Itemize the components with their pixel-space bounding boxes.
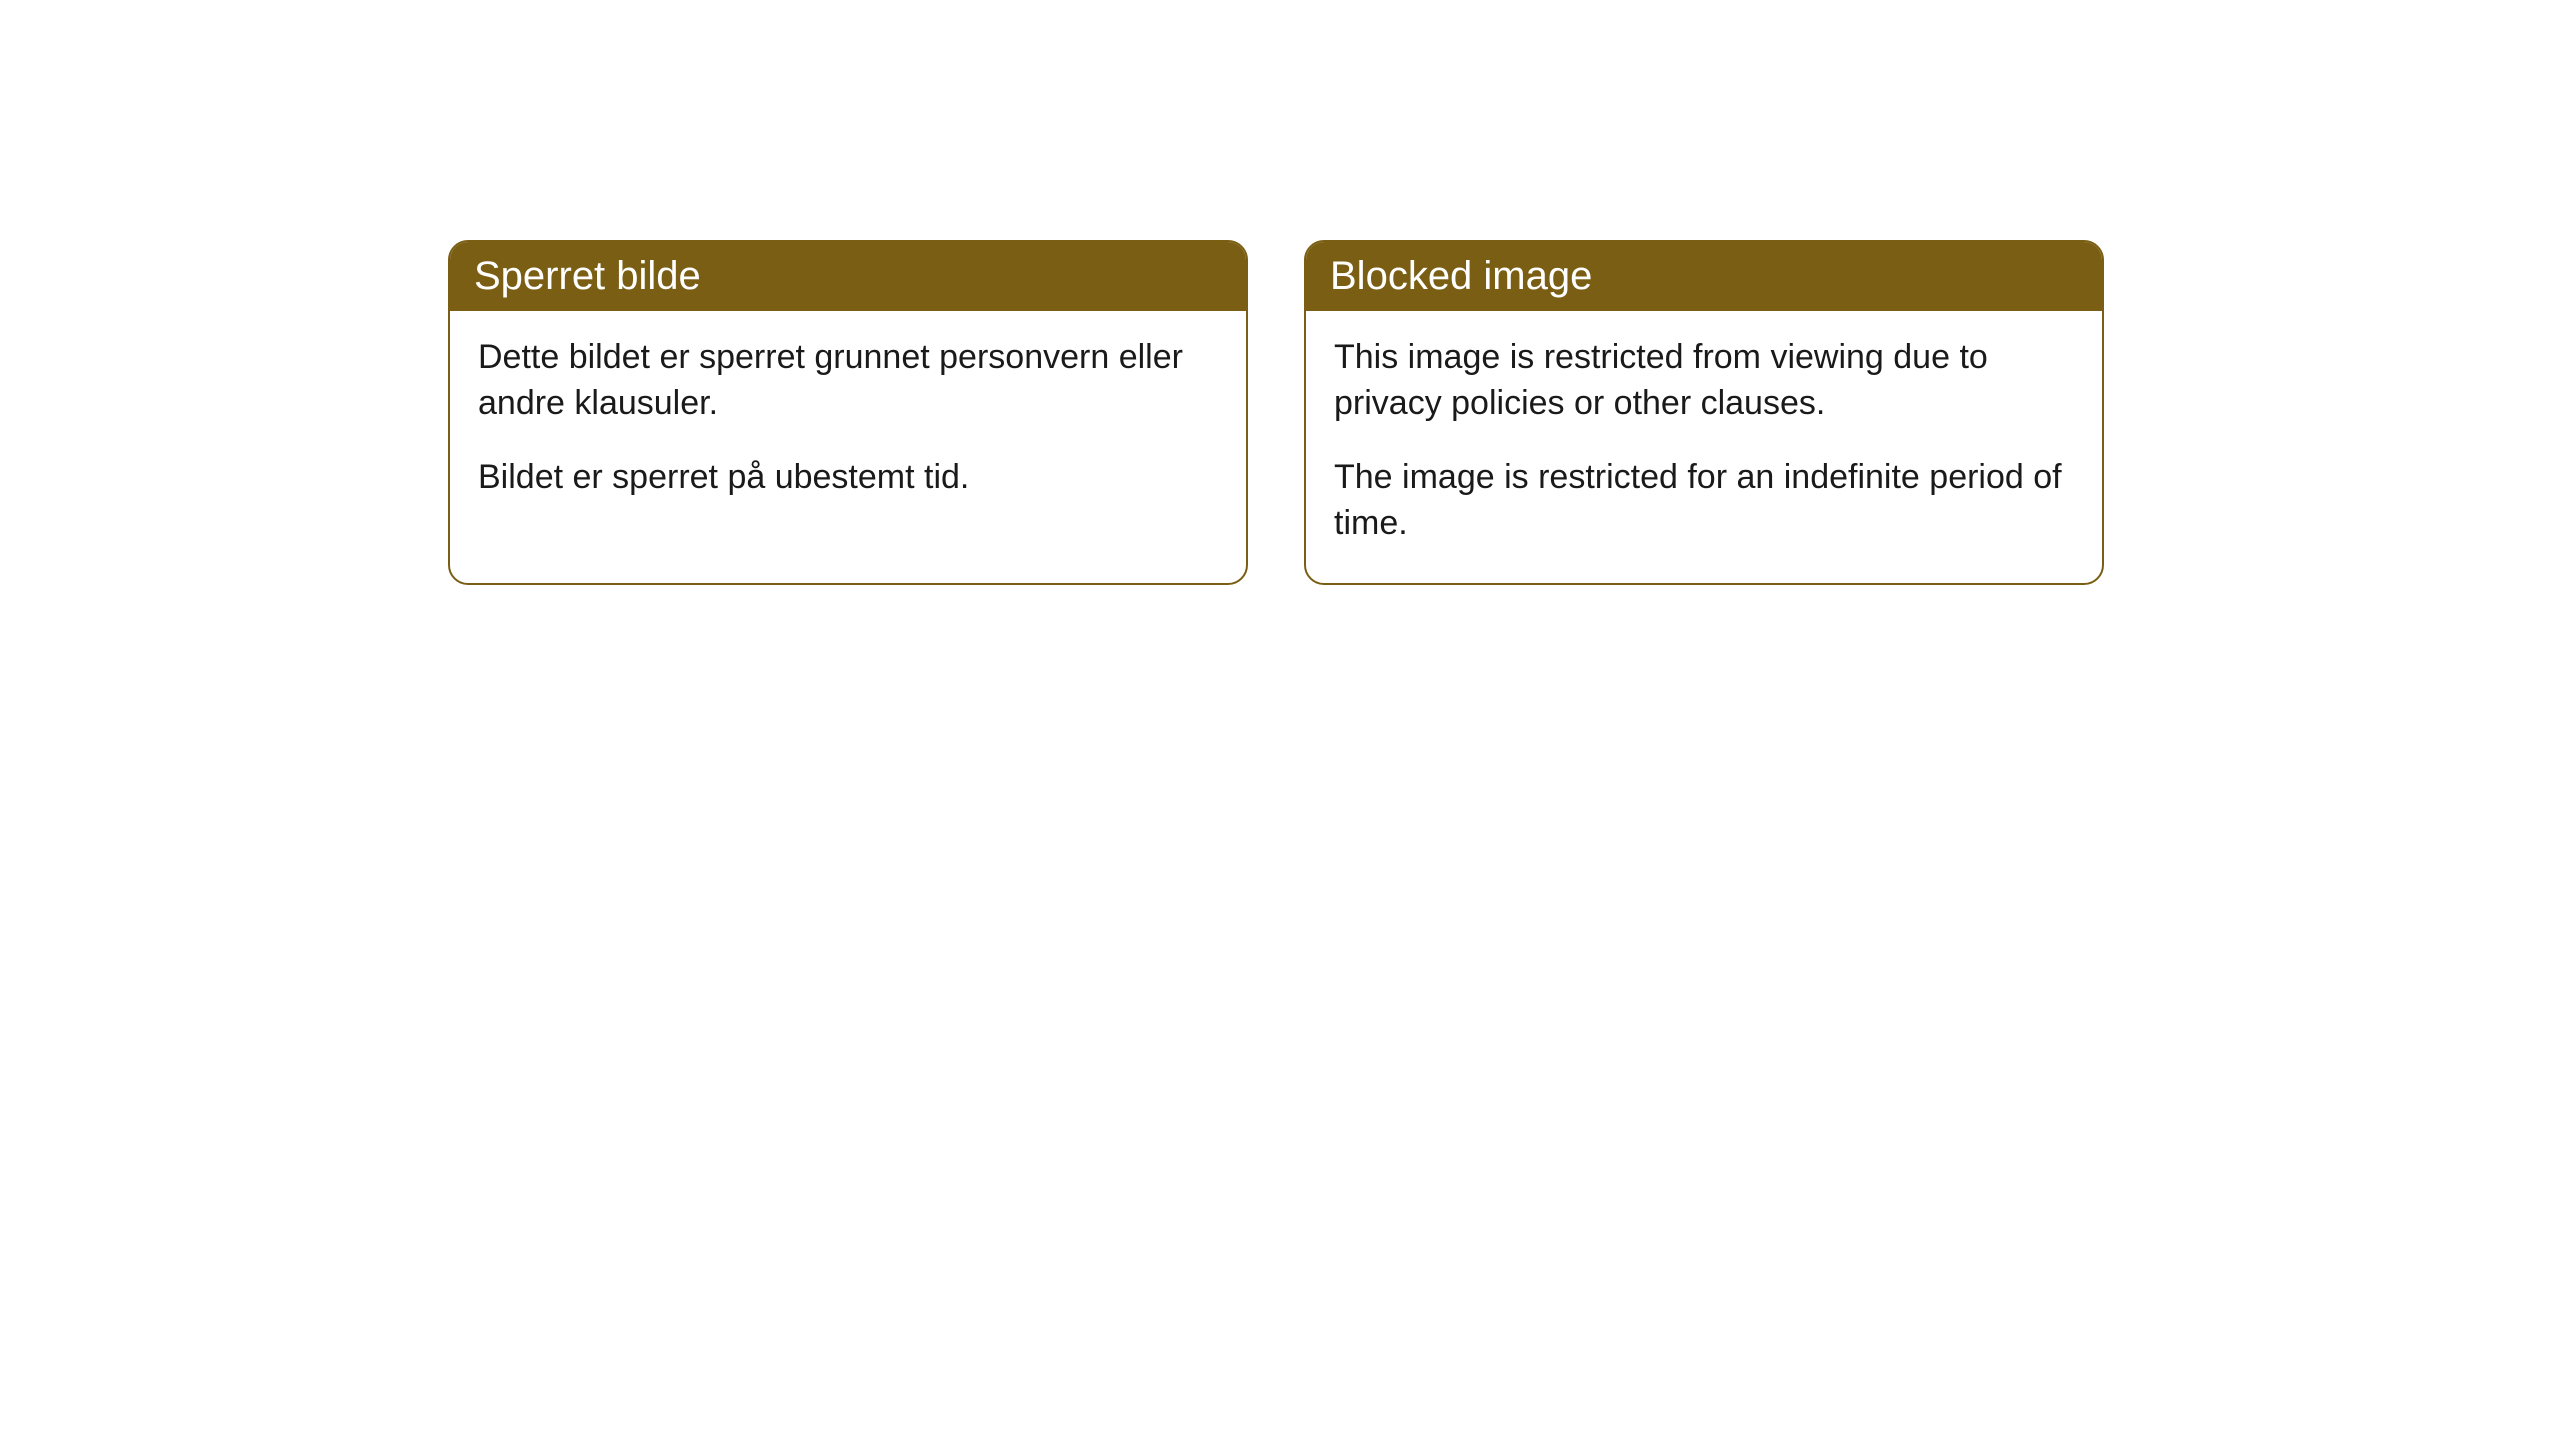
card-body: Dette bildet er sperret grunnet personve… [450,311,1246,537]
card-body: This image is restricted from viewing du… [1306,311,2102,583]
card-title: Blocked image [1306,242,2102,311]
blocked-image-card-english: Blocked image This image is restricted f… [1304,240,2104,585]
cards-container: Sperret bilde Dette bildet er sperret gr… [0,0,2560,585]
blocked-image-card-norwegian: Sperret bilde Dette bildet er sperret gr… [448,240,1248,585]
card-paragraph: Dette bildet er sperret grunnet personve… [478,335,1218,427]
card-paragraph: This image is restricted from viewing du… [1334,335,2074,427]
card-paragraph: The image is restricted for an indefinit… [1334,455,2074,547]
card-title: Sperret bilde [450,242,1246,311]
card-paragraph: Bildet er sperret på ubestemt tid. [478,455,1218,501]
